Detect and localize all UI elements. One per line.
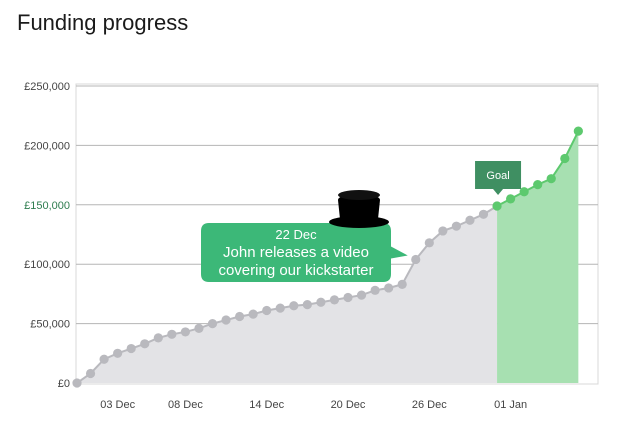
- top-hat-icon: [329, 190, 389, 228]
- y-tick-label: £250,000: [24, 81, 70, 93]
- y-tick-label: £100,000: [24, 259, 70, 271]
- data-point[interactable]: [329, 295, 340, 305]
- data-point[interactable]: [533, 180, 543, 190]
- x-tick-label: 20 Dec: [331, 399, 366, 411]
- data-point[interactable]: [316, 297, 326, 307]
- data-point[interactable]: [262, 305, 272, 316]
- data-point[interactable]: [167, 329, 177, 339]
- data-point[interactable]: [451, 221, 461, 231]
- data-point[interactable]: [465, 215, 475, 225]
- goal-badge: [475, 160, 522, 195]
- annotation-text-line-2: covering our kickstarter: [218, 262, 373, 279]
- data-point[interactable]: [397, 279, 407, 289]
- data-point[interactable]: [85, 368, 96, 379]
- x-tick-label: 03 Dec: [100, 399, 135, 411]
- data-point[interactable]: [289, 301, 299, 311]
- data-point[interactable]: [248, 309, 258, 319]
- data-point[interactable]: [180, 327, 190, 337]
- data-point[interactable]: [126, 343, 136, 354]
- data-point[interactable]: [72, 378, 82, 388]
- data-point[interactable]: [411, 254, 421, 265]
- data-point[interactable]: [519, 187, 529, 197]
- annotation-text-line-1: John releases a video: [223, 244, 369, 261]
- goal-label: Goal: [486, 170, 509, 182]
- y-tick-label: £150,000: [24, 200, 70, 212]
- series-area: [497, 131, 579, 383]
- data-point[interactable]: [221, 315, 231, 325]
- data-point[interactable]: [492, 201, 502, 211]
- data-point[interactable]: [302, 299, 312, 310]
- data-point[interactable]: [438, 226, 448, 236]
- data-point[interactable]: [506, 194, 516, 204]
- data-point[interactable]: [343, 292, 353, 303]
- y-tick-label: £200,000: [24, 140, 70, 152]
- x-tick-label: 01 Jan: [494, 399, 527, 411]
- data-point[interactable]: [235, 311, 245, 322]
- data-point[interactable]: [275, 303, 285, 313]
- series-area: [77, 205, 498, 383]
- y-axis: £0 £50,000 £100,000 £150,000 £200,000 £250,00…: [24, 81, 70, 390]
- data-point[interactable]: [113, 348, 123, 358]
- data-point[interactable]: [140, 339, 150, 349]
- page-title: Funding progress: [17, 10, 189, 35]
- x-axis: 03 Dec 08 Dec 14 Dec 20 Dec 26 Dec 01 Jan: [100, 399, 527, 411]
- data-point[interactable]: [424, 238, 434, 248]
- y-tick-label: £50,000: [30, 319, 70, 331]
- annotation-callout: 22 Dec John releases a video covering ou…: [201, 223, 408, 282]
- data-point[interactable]: [573, 126, 583, 136]
- annotation-box: [201, 223, 408, 282]
- x-tick-label: 26 Dec: [412, 399, 447, 411]
- annotation-date: 22 Dec: [275, 227, 317, 242]
- data-point[interactable]: [153, 333, 163, 343]
- x-tick-label: 08 Dec: [168, 399, 203, 411]
- data-point[interactable]: [546, 174, 556, 184]
- goal-marker: Goal: [475, 160, 522, 195]
- data-point[interactable]: [99, 354, 109, 364]
- data-point[interactable]: [356, 290, 367, 300]
- y-tick-label: £0: [58, 378, 70, 390]
- x-tick-label: 14 Dec: [249, 399, 284, 411]
- data-point[interactable]: [384, 283, 394, 293]
- data-point[interactable]: [370, 285, 380, 295]
- data-point[interactable]: [194, 323, 204, 333]
- series-points: [72, 126, 583, 388]
- area-fills: [77, 131, 579, 383]
- data-point[interactable]: [560, 153, 570, 164]
- data-point[interactable]: [478, 209, 489, 219]
- data-point[interactable]: [207, 319, 218, 329]
